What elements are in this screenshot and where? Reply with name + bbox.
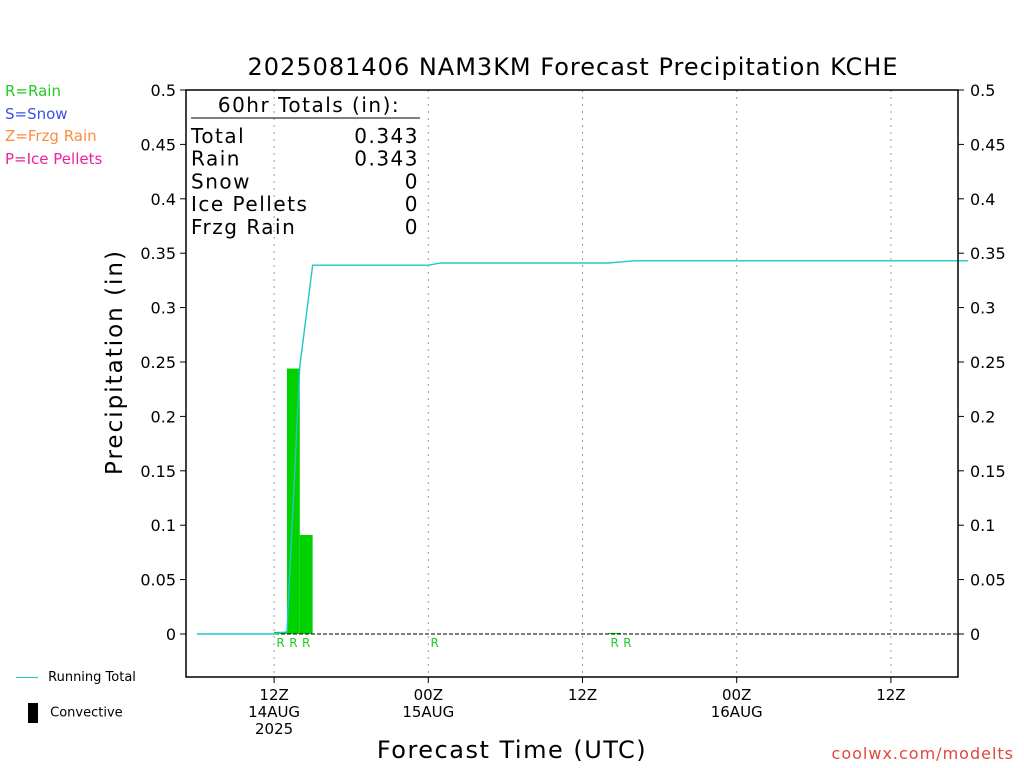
y-tick-label-left: 0.4 (151, 190, 176, 209)
precip-bar (608, 632, 622, 634)
x-tick-label: 00Z (414, 686, 443, 704)
x-tick-label: 12Z (876, 686, 905, 704)
y-tick-label-left: 0.35 (140, 244, 176, 263)
y-tick-label-right: 0.05 (970, 571, 1006, 590)
y-tick-label-right: 0.4 (970, 190, 995, 209)
y-tick-label-left: 0 (166, 625, 176, 644)
plot-frame (185, 89, 959, 678)
convective-swatch (28, 703, 38, 723)
totals-box: 60hr Totals (in): Total 0.343 Rain 0.343 Sno… (190, 93, 420, 239)
totals-row-label: Snow (191, 169, 251, 193)
totals-row-label: Ice Pellets (191, 192, 308, 216)
precip-type-label: R (289, 636, 297, 650)
totals-row-label: Total (190, 124, 245, 148)
y-tick-label-right: 0.1 (970, 516, 995, 535)
running-total-series (197, 260, 968, 635)
x-tick-label: 16AUG (711, 703, 763, 721)
plot-border (185, 89, 959, 678)
y-tick-label-right: 0.35 (970, 244, 1006, 263)
totals-row-value: 0 (405, 192, 419, 216)
y-tick-label-right: 0.45 (970, 135, 1006, 154)
precip-bar (299, 534, 313, 634)
x-tick-label: 00Z (722, 686, 751, 704)
x-tick-label: 12Z (568, 686, 597, 704)
totals-row-value: 0 (405, 215, 419, 239)
totals-row-label: Frzg Rain (191, 215, 296, 239)
y-tick-label-right: 0.5 (970, 81, 995, 100)
y-tick-label-left: 0.1 (151, 516, 176, 535)
legend-frzg-rain: Z=Frzg Rain (5, 127, 97, 145)
legend-snow: S=Snow (5, 104, 68, 123)
totals-row-value: 0.343 (354, 147, 419, 171)
x-axis-label: Forecast Time (UTC) (377, 736, 647, 764)
precip-type-label: R (276, 636, 284, 650)
running-total-swatch (16, 677, 38, 678)
running-total-legend: Running Total (16, 670, 136, 685)
x-tick-label: 12Z (259, 686, 288, 704)
watermark: coolwx.com/modelts (831, 744, 1014, 763)
y-tick-label-right: 0 (970, 625, 980, 644)
totals-title: 60hr Totals (in): (218, 93, 400, 117)
y-tick-label-right: 0.25 (970, 353, 1006, 372)
totals-row-value: 0 (405, 169, 419, 193)
y-tick-label-left: 0.45 (140, 135, 176, 154)
y-axis-label: Precipitation (in) (102, 249, 128, 475)
totals-row-value: 0.343 (354, 124, 419, 148)
y-tick-label-right: 0.15 (970, 462, 1006, 481)
x-tick-label: 14AUG (248, 703, 300, 721)
y-tick-label-right: 0.3 (970, 299, 995, 318)
running-total-legend-label: Running Total (48, 670, 136, 685)
precip-type-label: R (623, 636, 631, 650)
precip-type-legend: R=Rain S=Snow Z=Frzg Rain P=Ice Pellets (5, 80, 102, 170)
precip-type-label: R (431, 636, 439, 650)
convective-legend-label: Convective (50, 705, 123, 721)
legend-ice-pellets: P=Ice Pellets (5, 149, 103, 168)
y-tick-label-left: 0.2 (151, 407, 176, 426)
precip-type-label: R (302, 636, 310, 650)
chart-title: 2025081406 NAM3KM Forecast Precipitation… (248, 53, 899, 81)
running-total-line (197, 260, 968, 635)
totals-row-label: Rain (191, 147, 241, 171)
x-tick-label: 2025 (255, 720, 293, 738)
y-tick-label-left: 0.3 (151, 299, 176, 318)
axis-ticks: 0.5 0.5 0.45 0.45 0.4 0.4 0.35 0.35 0.3 0.3 0.25 0.… (140, 81, 1005, 738)
precip-type-label: R (610, 636, 618, 650)
y-tick-label-left: 0.5 (151, 81, 176, 100)
legend-rain: R=Rain (5, 82, 61, 100)
y-tick-label-left: 0.15 (140, 462, 176, 481)
y-tick-label-left: 0.05 (140, 571, 176, 590)
y-tick-label-left: 0.25 (140, 353, 176, 372)
convective-legend: Convective (16, 703, 123, 723)
y-tick-label-right: 0.2 (970, 407, 995, 426)
grid-lines (273, 90, 892, 677)
x-tick-label: 15AUG (402, 703, 454, 721)
